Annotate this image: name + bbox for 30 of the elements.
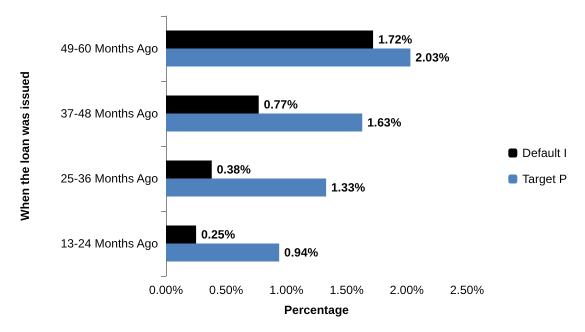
bar bbox=[166, 114, 362, 132]
data-label: 0.25% bbox=[201, 228, 236, 242]
x-tick-label: 1.50% bbox=[330, 283, 364, 297]
bar bbox=[166, 244, 280, 262]
legend-label: Default I bbox=[522, 146, 568, 160]
data-label: 0.38% bbox=[216, 162, 252, 176]
data-label: 1.33% bbox=[331, 180, 366, 194]
x-tick-label: 1.00% bbox=[269, 283, 304, 297]
data-label: 2.03% bbox=[415, 50, 450, 64]
data-label: 0.77% bbox=[264, 98, 298, 112]
y-tick-label: 25-36 Months Ago bbox=[60, 172, 158, 186]
y-tick-label: 13-24 Months Ago bbox=[60, 236, 158, 250]
data-label: 1.72% bbox=[378, 32, 412, 46]
data-label: 1.63% bbox=[367, 116, 402, 130]
y-tick-label: 37-48 Months Ago bbox=[60, 106, 158, 120]
bar bbox=[166, 160, 212, 178]
bar bbox=[166, 48, 410, 66]
bar bbox=[166, 96, 259, 114]
bar bbox=[166, 226, 196, 244]
data-label: 0.94% bbox=[284, 246, 319, 260]
x-tick-label: 0.00% bbox=[148, 283, 184, 297]
x-tick-label: 0.50% bbox=[209, 283, 244, 297]
bar bbox=[166, 178, 326, 196]
y-tick-label: 49-60 Months Ago bbox=[60, 42, 158, 56]
x-tick-label: 2.50% bbox=[450, 283, 484, 297]
bar bbox=[166, 30, 374, 48]
legend-label: Target P bbox=[522, 172, 568, 186]
y-axis-title: When the loan was issued bbox=[18, 71, 32, 221]
x-axis-title: Percentage bbox=[284, 303, 350, 317]
x-tick-label: 2.00% bbox=[390, 283, 424, 297]
